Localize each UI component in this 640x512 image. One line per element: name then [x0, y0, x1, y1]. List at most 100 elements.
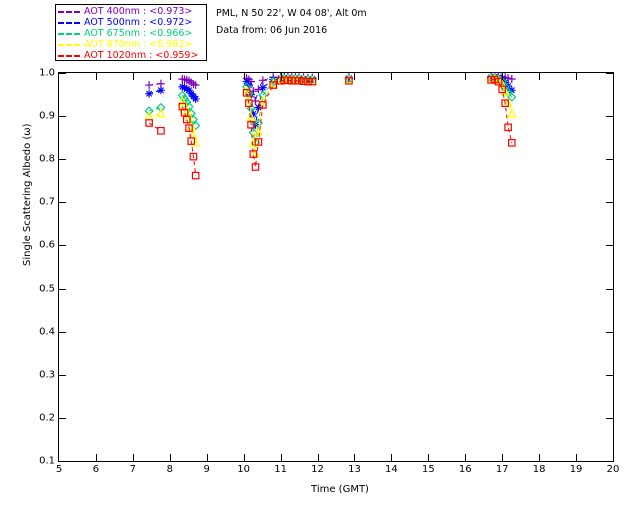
y-tick-label-0.6: 0.6 — [39, 239, 55, 251]
plot-area: 0.1 0.2 0.3 0.4 0.5 0.6 0.7 0.8 0.9 1.0 5 6 7 8 9 10 11 1… — [39, 68, 619, 476]
plot-frame: 0.1 0.2 0.3 0.4 0.5 0.6 0.7 0.8 0.9 1.0 5 6 7 8 9 10 11 1… — [39, 68, 619, 476]
legend-line-swatch-870nm — [58, 43, 80, 46]
y-tick-right-1.0 — [606, 73, 613, 74]
y-tick-right-0.8 — [606, 159, 613, 161]
x-tick-15 — [428, 454, 430, 461]
y-tick-right-0.9 — [606, 116, 613, 118]
y-tick-0.6 — [59, 245, 66, 247]
y-tick-0.8 — [59, 159, 66, 161]
x-tick-top-8 — [169, 73, 171, 80]
x-tick-top-12 — [317, 73, 319, 80]
x-tick-label-14: 14 — [385, 464, 398, 475]
x-tick-label-11: 11 — [274, 464, 287, 475]
series-aot-500nm-0-972- — [145, 72, 516, 129]
title-block: PML, N 50 22', W 04 08', Alt 0m Data fro… — [216, 5, 367, 39]
x-tick-label-12: 12 — [311, 464, 324, 475]
series-aot-675nm-0-966- — [144, 73, 517, 148]
x-tick-top-6 — [95, 73, 97, 80]
x-tick-label-20: 20 — [606, 464, 620, 475]
y-tick-0.7 — [59, 202, 66, 204]
legend-line-swatch-675nm — [58, 32, 80, 35]
x-tick-top-19 — [576, 73, 578, 80]
x-tick-7 — [132, 454, 134, 461]
x-tick-top-14 — [391, 73, 393, 80]
x-tick-11 — [280, 454, 282, 461]
y-tick-right-0.5 — [606, 288, 613, 290]
x-tick-top-17 — [502, 73, 504, 80]
legend-item-400nm: AOT 400nm : <0.973> — [58, 6, 206, 17]
series-aot-400nm-0-973- — [145, 72, 516, 106]
x-tick-label-5: 5 — [55, 464, 63, 475]
y-tick-0.4 — [59, 331, 66, 333]
x-axis-label: Time (GMT) — [0, 484, 640, 495]
x-tick-6 — [95, 454, 97, 461]
data-series-layer — [144, 72, 517, 180]
x-tick-top-13 — [354, 73, 356, 80]
y-tick-label-0.5: 0.5 — [39, 283, 55, 295]
x-tick-label-16: 16 — [458, 464, 472, 475]
x-tick-top-16 — [465, 73, 467, 80]
y-tick-label-0.7: 0.7 — [39, 196, 55, 208]
x-tick-top-9 — [206, 73, 208, 80]
x-tick-label-10: 10 — [237, 464, 251, 475]
legend-item-870nm: AOT 870nm : <0.962> — [58, 39, 206, 50]
title-location: PML, N 50 22', W 04 08', Alt 0m — [216, 8, 367, 19]
title-date: Data from: 06 Jun 2016 — [216, 25, 328, 36]
legend-item-1020nm: AOT 1020nm : <0.959> — [58, 50, 206, 61]
legend-label-500nm: AOT 500nm : <0.972> — [84, 17, 193, 28]
x-tick-top-10 — [243, 73, 245, 80]
x-tick-17 — [502, 454, 504, 461]
y-tick-right-0.6 — [606, 245, 613, 247]
x-axis-label-text: Time (GMT) — [311, 484, 369, 495]
series-aot-870nm-0-962- — [144, 73, 517, 158]
y-tick-label-1.0: 1.0 — [39, 67, 55, 79]
x-tick-label-18: 18 — [532, 464, 546, 475]
legend-label-1020nm: AOT 1020nm : <0.959> — [84, 50, 199, 61]
x-tick-12 — [317, 454, 319, 461]
y-tick-0.1 — [59, 461, 66, 462]
y-tick-0.9 — [59, 116, 66, 118]
y-axis-label: Single Scattering Albedo (ω) — [22, 123, 33, 266]
y-tick-0.3 — [59, 374, 66, 376]
legend-box: AOT 400nm : <0.973> AOT 500nm : <0.972> AO… — [55, 4, 207, 61]
x-tick-top-18 — [539, 73, 541, 80]
x-tick-top-15 — [428, 73, 430, 80]
x-tick-top-11 — [280, 73, 282, 80]
legend-item-500nm: AOT 500nm : <0.972> — [58, 17, 206, 28]
x-tick-10 — [243, 454, 245, 461]
series-aot-1020nm-0-959- — [145, 75, 516, 180]
y-tick-label-0.4: 0.4 — [39, 326, 55, 338]
x-tick-label-19: 19 — [569, 464, 583, 475]
y-tick-label-0.2: 0.2 — [39, 412, 55, 424]
legend-line-swatch-400nm — [58, 10, 80, 13]
x-tick-8 — [169, 454, 171, 461]
x-tick-19 — [576, 454, 578, 461]
x-tick-14 — [391, 454, 393, 461]
x-tick-18 — [539, 454, 541, 461]
legend-label-400nm: AOT 400nm : <0.973> — [84, 6, 193, 17]
x-tick-label-13: 13 — [348, 464, 361, 475]
y-tick-label-0.9: 0.9 — [39, 110, 55, 122]
legend-line-swatch-1020nm — [58, 54, 80, 57]
y-tick-0.5 — [59, 288, 66, 290]
x-tick-top-7 — [132, 73, 134, 80]
legend-line-swatch-500nm — [58, 21, 80, 24]
x-tick-label-7: 7 — [129, 464, 137, 475]
x-tick-9 — [206, 454, 208, 461]
x-tick-label-9: 9 — [203, 464, 210, 475]
y-tick-label-0.1: 0.1 — [39, 455, 55, 467]
legend-item-675nm: AOT 675nm : <0.966> — [58, 28, 206, 39]
x-tick-label-6: 6 — [92, 464, 100, 475]
y-tick-right-0.3 — [606, 374, 613, 376]
y-tick-right-0.1 — [606, 461, 613, 462]
x-tick-16 — [465, 454, 467, 461]
y-tick-0.2 — [59, 417, 66, 419]
legend-label-675nm: AOT 675nm : <0.966> — [84, 28, 193, 39]
y-tick-right-0.7 — [606, 202, 613, 204]
x-tick-label-17: 17 — [495, 464, 509, 475]
y-tick-right-0.4 — [606, 331, 613, 333]
y-tick-label-0.8: 0.8 — [39, 153, 55, 165]
y-tick-1.0 — [59, 73, 66, 74]
x-tick-label-15: 15 — [421, 464, 435, 475]
